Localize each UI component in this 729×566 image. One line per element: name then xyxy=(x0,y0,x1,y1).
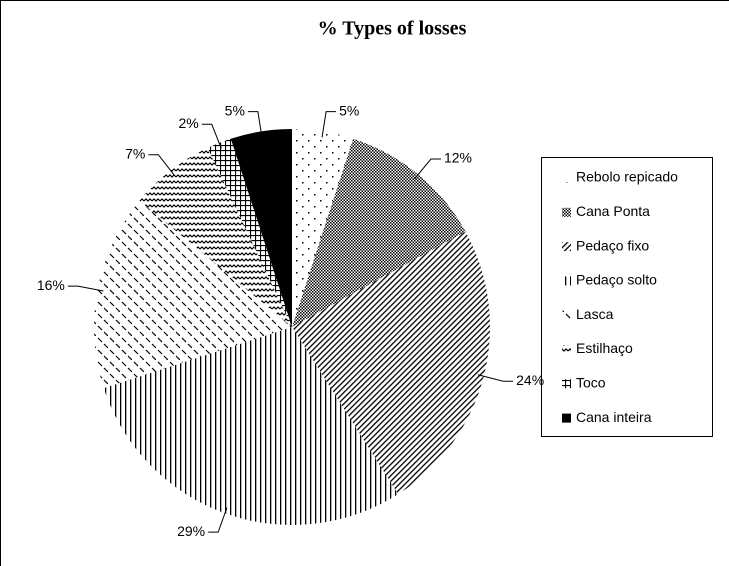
pie-slice xyxy=(292,129,354,327)
data-label: 12% xyxy=(444,150,472,166)
legend-label: Pedaço fixo xyxy=(576,237,649,253)
data-label: 5% xyxy=(339,102,359,118)
pie-slice xyxy=(292,138,466,327)
pie-slice xyxy=(103,327,399,525)
pie-slice xyxy=(94,200,292,389)
pie-slice xyxy=(292,231,490,495)
chart-title: % Types of losses xyxy=(318,18,467,40)
legend-swatch xyxy=(562,173,571,183)
data-label: 7% xyxy=(125,145,145,161)
legend-swatch xyxy=(562,379,571,389)
leader-line xyxy=(201,123,222,149)
legend-label: Toco xyxy=(576,375,606,391)
legend-swatch xyxy=(562,345,571,354)
pie-slice xyxy=(139,147,292,327)
legend-label: Lasca xyxy=(576,306,614,322)
leader-line xyxy=(148,154,175,176)
leader-line xyxy=(67,285,104,292)
leader-line xyxy=(208,507,228,533)
legend-swatch xyxy=(562,207,571,217)
legend-label: Cana Ponta xyxy=(576,203,650,219)
pie-slice xyxy=(207,138,292,327)
legend-box xyxy=(541,157,713,437)
legend-swatch xyxy=(562,276,571,286)
legend-label: Estilhaço xyxy=(576,340,633,356)
legend-label: Rebolo repicado xyxy=(576,169,678,185)
leader-line xyxy=(247,111,263,138)
legend-label: Cana inteira xyxy=(576,409,652,425)
data-label: 29% xyxy=(177,523,205,539)
legend-swatch xyxy=(562,310,571,320)
data-label: 24% xyxy=(516,372,544,388)
pie-slice xyxy=(230,129,292,327)
data-label: 2% xyxy=(179,115,199,131)
data-label: 16% xyxy=(37,277,65,293)
legend-swatch xyxy=(562,413,571,423)
legend-swatch xyxy=(562,242,571,252)
data-label: 5% xyxy=(225,102,245,118)
leader-line xyxy=(477,374,514,382)
legend-label: Pedaço solto xyxy=(576,272,657,288)
leader-line xyxy=(321,111,337,138)
leader-line xyxy=(414,158,441,180)
